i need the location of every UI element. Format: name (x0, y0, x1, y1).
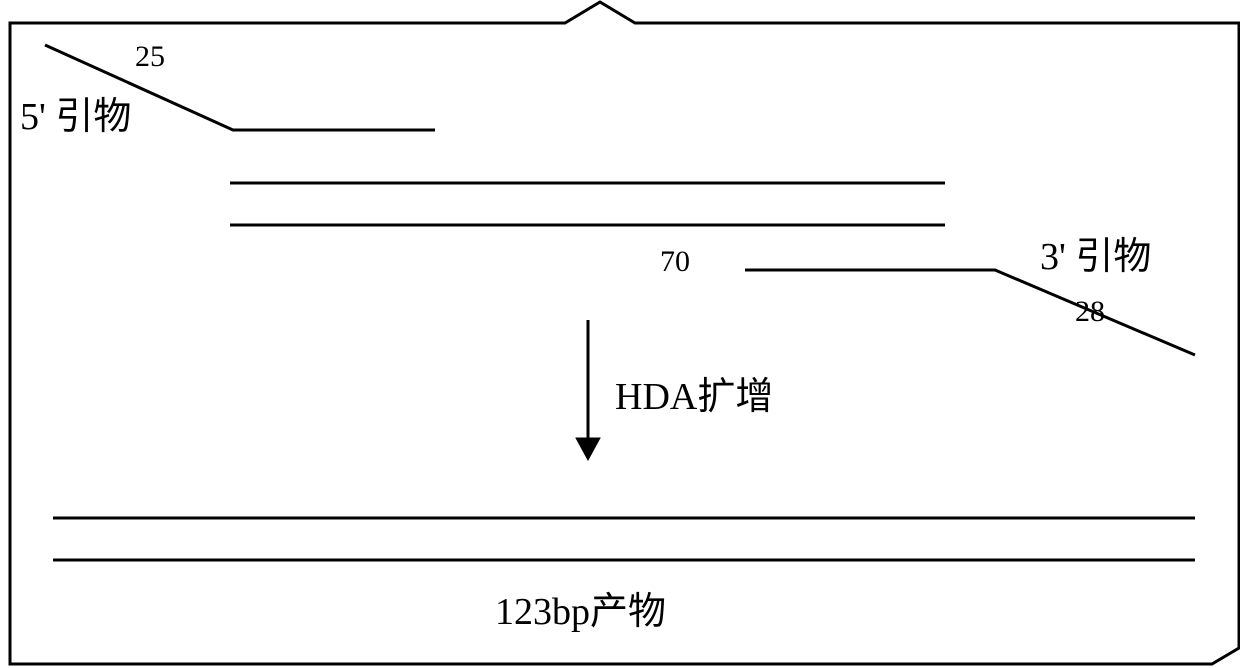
primer3-label: 3' 引物 (1040, 225, 1151, 280)
amplification-label: HDA扩增 (615, 365, 773, 420)
num28-label: 28 (1075, 295, 1105, 329)
diagram-svg (5, 0, 1240, 668)
num25-label: 25 (135, 40, 165, 74)
primer5-label: 5' 引物 (20, 85, 131, 140)
product-label: 123bp产物 (495, 580, 666, 635)
border-path (10, 2, 1239, 664)
num70-label: 70 (660, 245, 690, 279)
arrow-head (576, 438, 600, 460)
primer3-line (745, 270, 1195, 355)
